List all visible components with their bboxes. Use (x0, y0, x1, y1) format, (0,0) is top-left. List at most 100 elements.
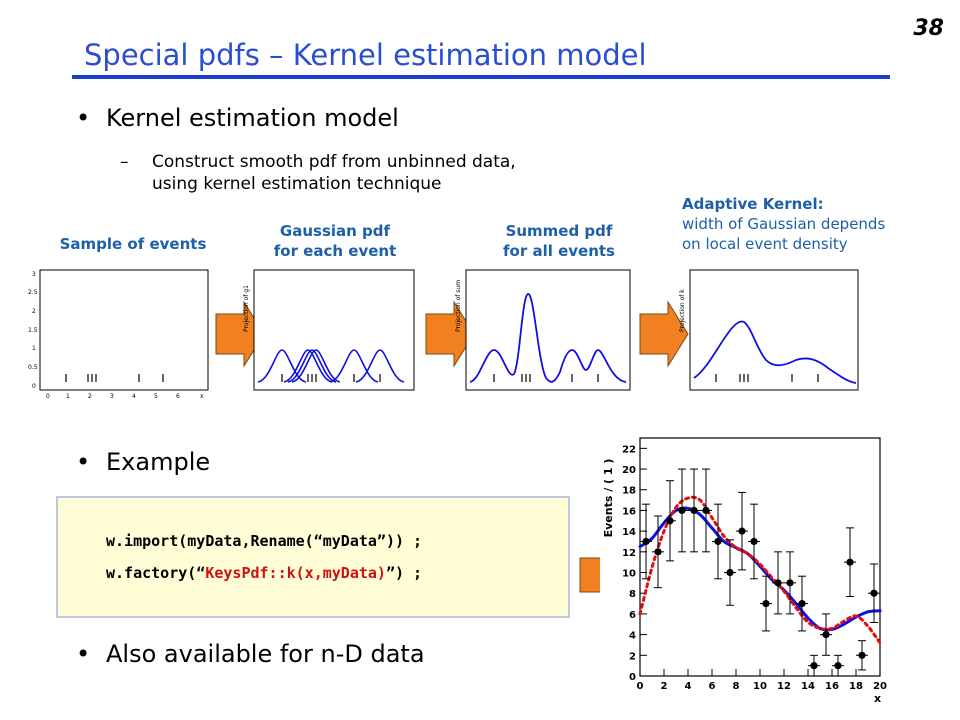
x-axis-label: x (874, 692, 881, 705)
data-point (664, 480, 676, 562)
keys-pdf-chart: 0 2 4 6 8 10 12 14 16 18 20 22 0 2 4 6 8 10 12 14 16 18 20 Ev… (600, 420, 900, 716)
panel-label-summed-line-1: Summed pdf (505, 222, 613, 240)
dotted-red-curve (638, 495, 882, 645)
data-point (640, 503, 652, 580)
svg-text:2.5: 2.5 (28, 289, 38, 296)
plot-frame (465, 269, 631, 391)
adaptive-line-2: on local event density (682, 235, 848, 253)
title-underline (72, 75, 890, 79)
x-tick-label: 16 (825, 681, 839, 692)
svg-text:5: 5 (154, 393, 158, 400)
bullet-example: • Example (76, 448, 210, 476)
svg-text:1: 1 (32, 345, 36, 352)
event-ticks (281, 374, 381, 382)
code-line-2-prefix: w.factory(“ (106, 564, 206, 582)
svg-text:x: x (200, 393, 204, 400)
point-marker (654, 548, 662, 556)
x-tick-label: 2 (661, 681, 668, 692)
point-marker (678, 506, 686, 515)
axis-label-y: Projection of k (679, 289, 686, 332)
event-ticks (715, 374, 819, 382)
point-marker (846, 558, 854, 566)
point-marker (774, 579, 782, 587)
panel-label-gaussian-line-1: Gaussian pdf (279, 222, 391, 240)
point-marker (714, 537, 722, 546)
point-marker (690, 506, 698, 515)
x-tick-label: 4 (685, 681, 692, 692)
bullet-kernel-estimation: • Kernel estimation model (76, 104, 399, 132)
y-axis: 0 2 4 6 8 10 12 14 16 18 20 22 (622, 444, 647, 683)
y-tick-label: 6 (629, 610, 636, 621)
data-points (640, 468, 880, 677)
adaptive-title: Adaptive Kernel: (682, 195, 824, 213)
arrow-right-icon (639, 300, 689, 368)
svg-text:0: 0 (46, 393, 50, 400)
code-line-1: w.import(myData,Rename(“myData”)) ; (106, 532, 423, 550)
svg-text:0.5: 0.5 (28, 364, 38, 371)
y-tick-label: 20 (622, 465, 636, 476)
y-tick-label: 14 (622, 527, 636, 538)
x-tick-label: 18 (849, 681, 863, 692)
point-marker (666, 517, 674, 525)
svg-text:2: 2 (88, 393, 92, 400)
adaptive-curve (693, 320, 857, 384)
solid-blue-curve (638, 506, 882, 632)
y-tick-label: 22 (622, 444, 636, 455)
x-tick-labels: 0 1 2 3 4 5 6 x (46, 393, 204, 400)
bullet-dot: • (76, 104, 91, 132)
svg-text:6: 6 (176, 393, 180, 400)
data-point (700, 468, 712, 553)
y-tick-label: 8 (629, 589, 636, 600)
data-point (784, 551, 796, 615)
x-tick-label: 14 (801, 681, 815, 692)
summed-curve (469, 293, 627, 383)
point-marker (726, 568, 734, 577)
chart-frame (639, 437, 881, 677)
data-point (688, 468, 700, 553)
point-marker (870, 589, 878, 597)
x-tick-label: 8 (733, 681, 740, 692)
plot-frame (253, 269, 415, 391)
axis-label-y: Projection of g1 (243, 285, 250, 332)
sub-bullet-line-1: Construct smooth pdf from unbinned data, (152, 152, 516, 172)
data-point (724, 539, 736, 606)
x-tick-label: 12 (777, 681, 791, 692)
y-tick-label: 12 (622, 548, 636, 559)
event-ticks (493, 374, 599, 382)
bullet-text: Kernel estimation model (106, 104, 399, 132)
point-marker (750, 537, 758, 546)
panel-label-adaptive: Adaptive Kernel: width of Gaussian depen… (682, 194, 942, 254)
bullet-text: Example (106, 448, 211, 476)
plot-frame (39, 269, 209, 391)
svg-text:1.5: 1.5 (28, 327, 38, 334)
panel-label-gaussian: Gaussian pdf for each event (250, 221, 420, 261)
code-line-2-suffix: ”) ; (385, 564, 423, 582)
gaussian-curves (257, 349, 405, 383)
data-point (772, 551, 784, 615)
slide-number: 38 (913, 16, 944, 41)
plot-summed-pdf: Projection of sum (455, 269, 631, 391)
point-marker (858, 651, 866, 659)
chart-series (638, 495, 882, 645)
y-tick-label: 0 (629, 672, 636, 683)
svg-text:3: 3 (32, 271, 36, 278)
bullet-text: Also available for n-D data (106, 640, 425, 668)
svg-text:0: 0 (32, 383, 36, 390)
plot-sample-events: 3 2.5 2 1.5 1 0.5 0 0 1 2 3 4 5 6 x (28, 269, 209, 400)
svg-text:2: 2 (32, 308, 36, 315)
y-tick-label: 16 (622, 506, 636, 517)
x-tick-label: 0 (637, 681, 644, 692)
y-tick-label: 10 (622, 569, 636, 580)
event-ticks (65, 374, 164, 382)
y-tick-label: 2 (629, 651, 636, 662)
data-point (676, 468, 688, 553)
data-point (736, 491, 748, 571)
y-tick-label: 18 (622, 486, 636, 497)
svg-text:3: 3 (110, 393, 114, 400)
bullet-dot: • (76, 448, 91, 476)
point-marker (786, 579, 794, 587)
y-tick-labels: 3 2.5 2 1.5 1 0.5 0 (28, 271, 38, 390)
code-line-2-highlight: KeysPdf::k(x,myData) (205, 564, 386, 582)
data-point (760, 575, 772, 632)
code-box: w.import(myData,Rename(“myData”)) ; w.fa… (56, 496, 570, 618)
